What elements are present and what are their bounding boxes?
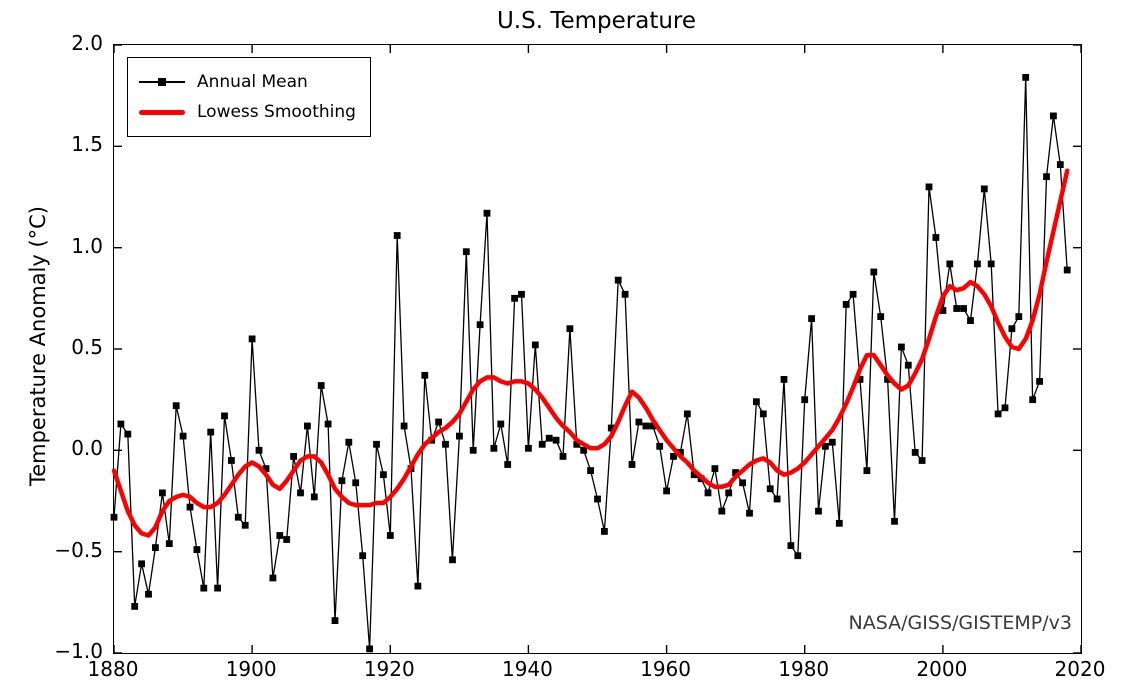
y-tick-label: 1.0 — [71, 233, 103, 258]
x-tick-label: 1980 — [778, 657, 830, 681]
x-tick-label: 2020 — [1054, 657, 1106, 681]
x-tick-label: 1880 — [87, 657, 139, 681]
y-tick-label: −0.5 — [54, 537, 103, 562]
legend-label: Lowess Smoothing — [197, 102, 356, 122]
y-tick-label: −1.0 — [54, 639, 103, 663]
x-tick-label: 1900 — [225, 657, 277, 681]
chart-title: U.S. Temperature — [496, 8, 697, 34]
y-tick-label: 0.5 — [71, 335, 103, 359]
y-tick-label: 0.0 — [71, 436, 103, 461]
y-tick-label: 2.0 — [71, 31, 103, 55]
x-tick-label: 1920 — [363, 657, 415, 681]
x-tick-label: 1960 — [640, 657, 692, 681]
x-tick-label: 1940 — [501, 657, 553, 681]
legend-label: Annual Mean — [197, 72, 308, 92]
x-tick-label: 2000 — [916, 657, 968, 681]
y-tick-label: 1.5 — [71, 132, 103, 157]
lowess-line-sample-icon — [139, 103, 185, 121]
data-source-annotation: NASA/GISS/GISTEMP/v3 — [848, 612, 1072, 634]
annual-mean-line-sample-icon — [139, 73, 185, 91]
chart-canvas — [110, 44, 1082, 654]
legend-item-annual-mean: Annual Mean — [139, 67, 356, 97]
legend: Annual Mean Lowess Smoothing — [127, 57, 371, 137]
plot-area — [110, 44, 1082, 654]
legend-item-lowess-smoothing: Lowess Smoothing — [139, 97, 356, 127]
